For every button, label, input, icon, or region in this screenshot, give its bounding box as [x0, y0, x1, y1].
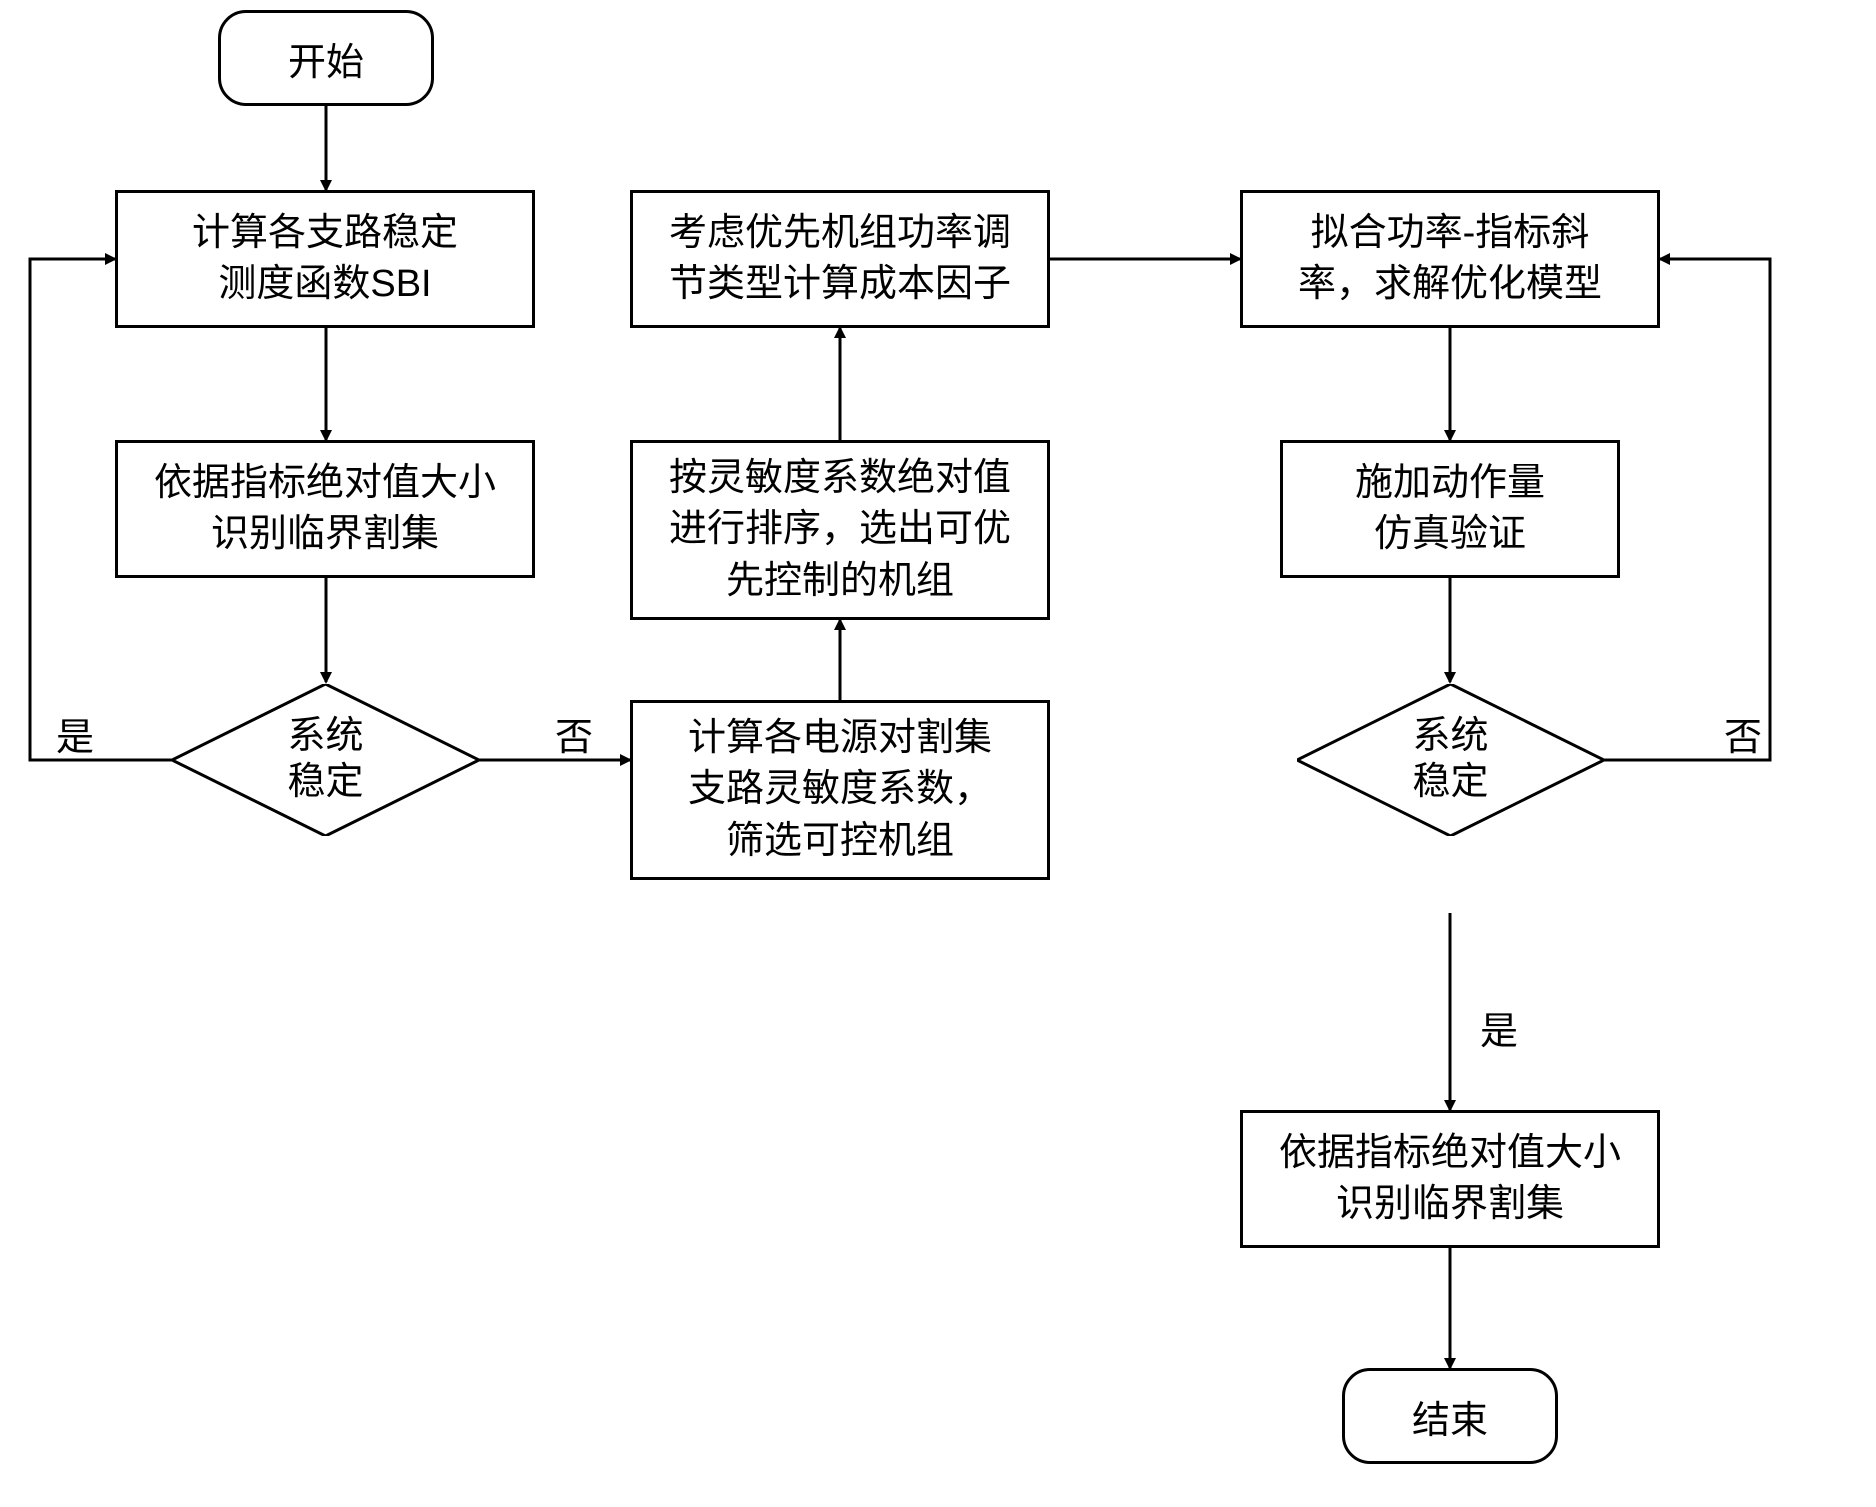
edge-label-no-2: 否 [1724, 706, 1762, 761]
node-line: 识别临界割集 [1279, 1179, 1621, 1230]
node-line: 稳定 [287, 760, 363, 806]
edge-label-yes-1: 是 [56, 706, 94, 761]
node-identify-cutset-2: 依据指标绝对值大小 识别临界割集 [1240, 1110, 1660, 1248]
node-line: 率，求解优化模型 [1298, 259, 1602, 310]
decision-system-stable-1: 系统 稳定 [172, 684, 479, 836]
node-apply-verify: 施加动作量 仿真验证 [1280, 440, 1620, 578]
node-line: 计算各电源对割集 [688, 713, 992, 764]
node-line: 依据指标绝对值大小 [1279, 1128, 1621, 1179]
node-line: 施加动作量 [1355, 458, 1545, 509]
node-line: 识别临界割集 [154, 509, 496, 560]
edge-label-no-1: 否 [555, 706, 593, 761]
start-label: 开始 [288, 31, 364, 86]
node-line: 节类型计算成本因子 [669, 259, 1011, 310]
node-line: 仿真验证 [1355, 509, 1545, 560]
node-line: 进行排序，选出可优 [669, 504, 1011, 555]
node-sort-select-units: 按灵敏度系数绝对值 进行排序，选出可优 先控制的机组 [630, 440, 1050, 620]
node-cost-factor: 考虑优先机组功率调 节类型计算成本因子 [630, 190, 1050, 328]
node-line: 测度函数SBI [192, 259, 458, 310]
node-line: 先控制的机组 [669, 556, 1011, 607]
node-line: 考虑优先机组功率调 [669, 208, 1011, 259]
node-line: 系统 [1412, 714, 1488, 760]
node-line: 系统 [287, 714, 363, 760]
node-compute-sbi: 计算各支路稳定 测度函数SBI [115, 190, 535, 328]
decision-system-stable-2: 系统 稳定 [1297, 684, 1604, 836]
end-label: 结束 [1412, 1389, 1488, 1444]
edge-label-yes-2: 是 [1480, 1000, 1518, 1055]
node-identify-cutset-1: 依据指标绝对值大小 识别临界割集 [115, 440, 535, 578]
node-line: 支路灵敏度系数， [688, 764, 992, 815]
node-line: 筛选可控机组 [688, 816, 992, 867]
node-compute-sensitivity: 计算各电源对割集 支路灵敏度系数， 筛选可控机组 [630, 700, 1050, 880]
node-line: 按灵敏度系数绝对值 [669, 453, 1011, 504]
node-line: 稳定 [1412, 760, 1488, 806]
node-line: 计算各支路稳定 [192, 208, 458, 259]
node-line: 依据指标绝对值大小 [154, 458, 496, 509]
end-terminal: 结束 [1342, 1368, 1558, 1464]
start-terminal: 开始 [218, 10, 434, 106]
node-solve-model: 拟合功率-指标斜 率，求解优化模型 [1240, 190, 1660, 328]
node-line: 拟合功率-指标斜 [1298, 208, 1602, 259]
